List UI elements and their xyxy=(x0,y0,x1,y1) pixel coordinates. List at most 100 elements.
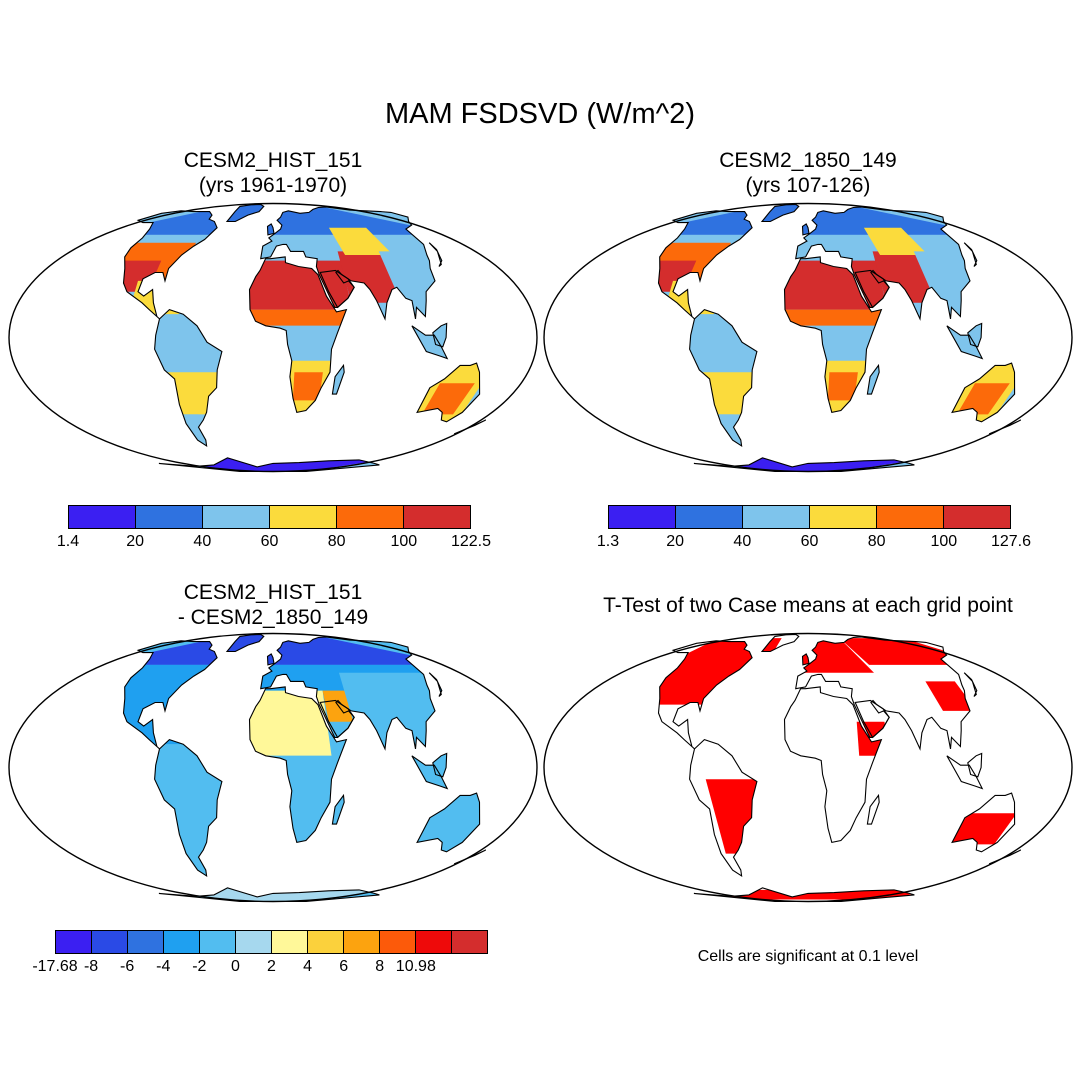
map-difference xyxy=(8,632,538,903)
coastline-australia xyxy=(951,362,1016,423)
colorbar-tick-label: 127.6 xyxy=(990,533,1032,550)
value-zone xyxy=(243,309,354,326)
colorbar-tick-label: -2 xyxy=(192,958,207,975)
colorbar-tick-label: 1.3 xyxy=(596,533,620,550)
panel-title-bottom-left: CESM2_HIST_151 - CESM2_1850_149 xyxy=(5,580,541,630)
colorbar-tick-label: 8 xyxy=(375,958,385,975)
colorbar-swatch xyxy=(344,931,380,953)
coastline-samerica xyxy=(689,738,758,878)
coastline-greenland xyxy=(760,203,800,223)
coastline-borneo xyxy=(432,752,448,778)
colorbar-tick-label: 60 xyxy=(800,533,819,550)
coastline-indonesia xyxy=(411,755,449,790)
panel-title-line1: CESM2_1850_149 xyxy=(719,149,897,172)
colorbar-tick-label: 100 xyxy=(390,533,418,550)
significance-note: Cells are significant at 0.1 level xyxy=(697,948,919,965)
colorbar-swatch xyxy=(200,931,236,953)
colorbar-tick-label: 20 xyxy=(666,533,685,550)
colorbar-swatch xyxy=(128,931,164,953)
colorbar-top-left xyxy=(68,505,471,529)
colorbar-tick-label: 20 xyxy=(126,533,145,550)
map-border xyxy=(543,632,1073,903)
colorbar-swatch xyxy=(810,506,877,528)
colorbar-tick-label: -6 xyxy=(120,958,135,975)
colorbar-swatch xyxy=(270,506,337,528)
coastline-madagascar xyxy=(331,363,345,395)
coastline-madagascar xyxy=(866,363,880,395)
colorbar-tick-label: -4 xyxy=(156,958,171,975)
coastline-indonesia xyxy=(946,755,984,790)
colorbar-swatch xyxy=(452,931,487,953)
value-zone xyxy=(863,227,929,255)
coastline-namerica xyxy=(122,210,218,320)
coastline-japan xyxy=(428,672,443,697)
coastline-africa xyxy=(783,256,883,414)
value-zone xyxy=(913,251,982,292)
colorbar-swatch xyxy=(92,931,128,953)
coastline-namerica xyxy=(657,210,753,320)
coastline-samerica xyxy=(689,308,758,448)
map-border xyxy=(543,202,1073,473)
coastline-indonesia xyxy=(946,325,984,360)
colorbar-tick-label: 6 xyxy=(339,958,349,975)
coastline-australia xyxy=(416,362,481,423)
coastline-eurasia xyxy=(260,636,436,751)
panel-title-top-right: CESM2_1850_149 (yrs 107-126) xyxy=(540,148,1076,198)
value-zone xyxy=(292,372,323,401)
colorbar-swatch xyxy=(380,931,416,953)
colorbar-tick-label: 80 xyxy=(327,533,346,550)
value-zone xyxy=(244,260,353,310)
coastline-greenland xyxy=(225,633,265,653)
map-1850 xyxy=(543,202,1073,473)
colorbar-tick-label: -8 xyxy=(83,958,99,975)
panel-title-line1: CESM2_HIST_151 xyxy=(183,149,363,172)
colorbar-tick-label: 2 xyxy=(267,958,276,975)
colorbar-swatch xyxy=(337,506,404,528)
value-zone xyxy=(421,383,475,415)
coastline-namerica xyxy=(122,640,218,750)
coastline-arabia_fix xyxy=(854,699,890,739)
colorbar-swatch xyxy=(416,931,452,953)
colorbar-swatch xyxy=(56,931,92,953)
coastline-antarctica xyxy=(158,457,380,473)
coastline-uk xyxy=(801,223,810,236)
coastline-antarctica xyxy=(693,457,915,473)
coastline-africa xyxy=(783,686,883,844)
panel-title-line2: (yrs 107-126) xyxy=(745,174,871,197)
colorbar-tick-label: 100 xyxy=(930,533,958,550)
colorbar-swatch xyxy=(944,506,1010,528)
value-zone xyxy=(328,227,394,255)
colorbar-swatch xyxy=(676,506,743,528)
panel-title-line1: CESM2_HIST_151 xyxy=(183,581,363,604)
value-zone xyxy=(827,372,858,401)
coastline-samerica xyxy=(154,738,223,878)
coastline-africa xyxy=(248,686,348,844)
colorbar-swatch xyxy=(272,931,308,953)
colorbar-swatch xyxy=(609,506,676,528)
colorbar-swatch xyxy=(136,506,203,528)
colorbar-bottom-left xyxy=(55,930,488,954)
coastline-borneo xyxy=(967,322,983,348)
colorbar-tick-label: 4 xyxy=(303,958,313,975)
colorbar-tick-label: 1.4 xyxy=(56,533,80,550)
colorbar-swatch xyxy=(164,931,200,953)
coastline-madagascar xyxy=(331,793,345,825)
coastline-madagascar xyxy=(866,793,880,825)
coastline-greenland xyxy=(225,203,265,223)
coastline-antarctica xyxy=(693,887,915,903)
coastline-uk xyxy=(266,653,275,666)
coastline-namerica xyxy=(657,640,753,750)
coastline-arabia_fix xyxy=(319,699,355,739)
coastline-borneo xyxy=(432,322,448,348)
coastline-africa xyxy=(248,256,348,414)
map-border xyxy=(8,632,538,903)
colorbar-tick-label: 40 xyxy=(193,533,212,550)
colorbar-swatch xyxy=(743,506,810,528)
colorbar-tick-label: 122.5 xyxy=(450,533,492,550)
coastline-arabia_fix xyxy=(854,269,890,309)
value-zone xyxy=(956,383,1010,415)
coastline-australia xyxy=(951,792,1016,853)
coastline-antarctica xyxy=(158,887,380,903)
panel-title-line2: (yrs 1961-1970) xyxy=(198,174,348,197)
coastline-borneo xyxy=(967,752,983,778)
